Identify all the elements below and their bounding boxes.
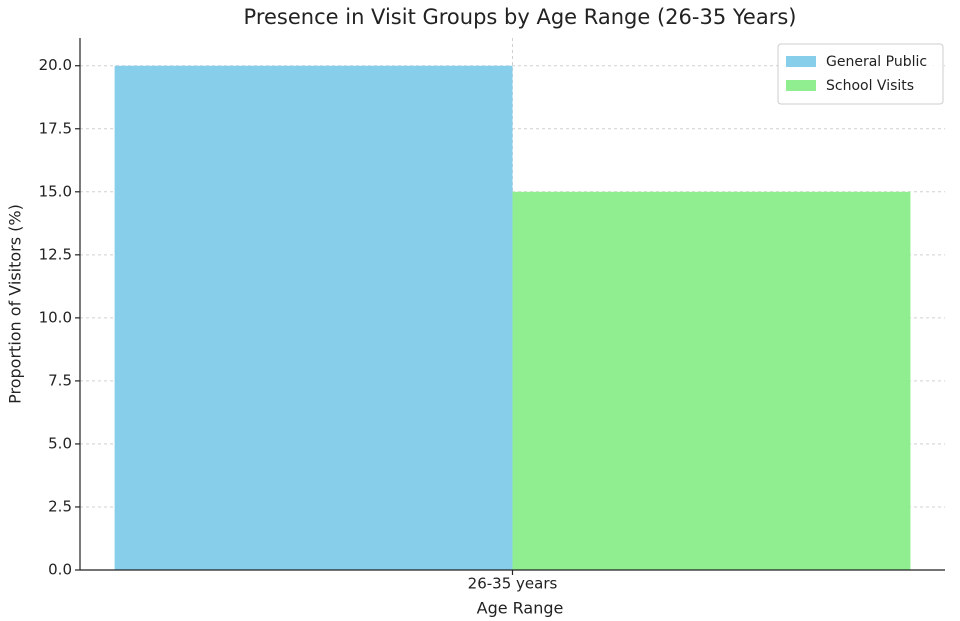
y-tick-label: 20.0 <box>39 56 72 74</box>
x-tick-label: 26-35 years <box>468 575 558 593</box>
y-axis-label: Proportion of Visitors (%) <box>6 204 25 404</box>
y-tick-label: 7.5 <box>48 371 72 389</box>
legend-label: School Visits <box>826 78 914 94</box>
legend-swatch <box>786 80 816 91</box>
y-tick-label: 12.5 <box>39 245 72 263</box>
legend-swatch <box>786 56 816 67</box>
y-tick-label: 5.0 <box>48 434 72 452</box>
y-tick-label: 10.0 <box>39 308 72 326</box>
legend-box <box>777 43 944 105</box>
y-tick-label: 2.5 <box>48 497 72 515</box>
x-axis-label: Age Range <box>477 599 564 618</box>
chart-title: Presence in Visit Groups by Age Range (2… <box>244 5 797 29</box>
bar <box>114 65 513 571</box>
bar <box>512 191 911 570</box>
y-tick-label: 0.0 <box>48 561 72 579</box>
y-tick-label: 17.5 <box>39 119 72 137</box>
y-tick-label: 15.0 <box>39 182 72 200</box>
legend-label: General Public <box>826 54 927 70</box>
